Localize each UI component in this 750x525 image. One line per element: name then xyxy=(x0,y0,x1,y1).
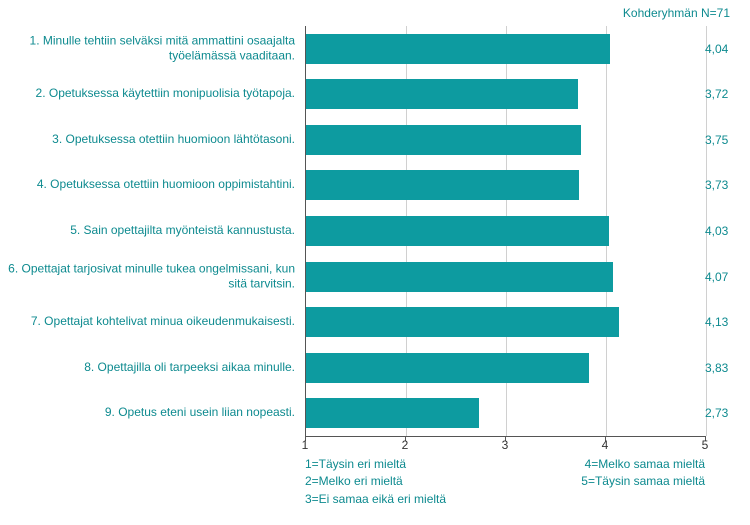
legend-text: 1=Täysin eri mieltä xyxy=(305,456,446,473)
row-label: 3. Opetuksessa otettiin huomioon lähtöta… xyxy=(0,132,295,148)
chart-row: 7. Opettajat kohtelivat minua oikeudenmu… xyxy=(0,299,750,345)
x-tick-label: 5 xyxy=(702,438,709,452)
legend-text: 3=Ei samaa eikä eri mieltä xyxy=(305,491,446,508)
x-tick-label: 2 xyxy=(402,438,409,452)
bar xyxy=(306,34,610,64)
bar xyxy=(306,170,579,200)
bar xyxy=(306,307,619,337)
chart-row: 1. Minulle tehtiin selväksi mitä ammatti… xyxy=(0,26,750,72)
value-label: 4,03 xyxy=(705,224,740,238)
value-label: 3,73 xyxy=(705,178,740,192)
bar xyxy=(306,353,589,383)
value-label: 2,73 xyxy=(705,406,740,420)
row-label: 8. Opettajilla oli tarpeeksi aikaa minul… xyxy=(0,360,295,376)
row-label: 7. Opettajat kohtelivat minua oikeudenmu… xyxy=(0,314,295,330)
bar xyxy=(306,262,613,292)
chart-row: 4. Opetuksessa otettiin huomioon oppimis… xyxy=(0,163,750,209)
value-label: 4,07 xyxy=(705,270,740,284)
value-label: 3,75 xyxy=(705,133,740,147)
value-label: 4,04 xyxy=(705,42,740,56)
chart-row: 8. Opettajilla oli tarpeeksi aikaa minul… xyxy=(0,345,750,391)
legend-text: 4=Melko samaa mieltä xyxy=(581,456,705,473)
legend-text: 2=Melko eri mieltä xyxy=(305,473,446,490)
legend-text: 5=Täysin samaa mieltä xyxy=(581,473,705,490)
row-label: 2. Opetuksessa käytettiin monipuolisia t… xyxy=(0,87,295,103)
row-label: 1. Minulle tehtiin selväksi mitä ammatti… xyxy=(0,33,295,64)
value-label: 3,72 xyxy=(705,87,740,101)
bar xyxy=(306,216,609,246)
survey-bar-chart: Kohderyhmän N=71 1=Täysin eri mieltä 2=M… xyxy=(0,0,750,525)
chart-row: 6. Opettajat tarjosivat minulle tukea on… xyxy=(0,254,750,300)
row-label: 5. Sain opettajilta myönteistä kannustus… xyxy=(0,223,295,239)
row-label: 9. Opetus eteni usein liian nopeasti. xyxy=(0,405,295,421)
x-tick-label: 1 xyxy=(302,438,309,452)
x-tick-label: 3 xyxy=(502,438,509,452)
value-label: 3,83 xyxy=(705,361,740,375)
x-tick-label: 4 xyxy=(602,438,609,452)
value-label: 4,13 xyxy=(705,315,740,329)
chart-row: 5. Sain opettajilta myönteistä kannustus… xyxy=(0,208,750,254)
bar xyxy=(306,79,578,109)
row-label: 6. Opettajat tarjosivat minulle tukea on… xyxy=(0,261,295,292)
legend-left: 1=Täysin eri mieltä 2=Melko eri mieltä 3… xyxy=(305,456,446,508)
legend-right: 4=Melko samaa mieltä 5=Täysin samaa miel… xyxy=(581,456,705,491)
chart-row: 9. Opetus eteni usein liian nopeasti. 2,7… xyxy=(0,390,750,436)
bar xyxy=(306,398,479,428)
x-axis-legend: 1=Täysin eri mieltä 2=Melko eri mieltä 3… xyxy=(305,456,705,508)
chart-row: 2. Opetuksessa käytettiin monipuolisia t… xyxy=(0,72,750,118)
chart-row: 3. Opetuksessa otettiin huomioon lähtöta… xyxy=(0,117,750,163)
bar xyxy=(306,125,581,155)
sample-size-note: Kohderyhmän N=71 xyxy=(623,6,730,20)
row-label: 4. Opetuksessa otettiin huomioon oppimis… xyxy=(0,178,295,194)
